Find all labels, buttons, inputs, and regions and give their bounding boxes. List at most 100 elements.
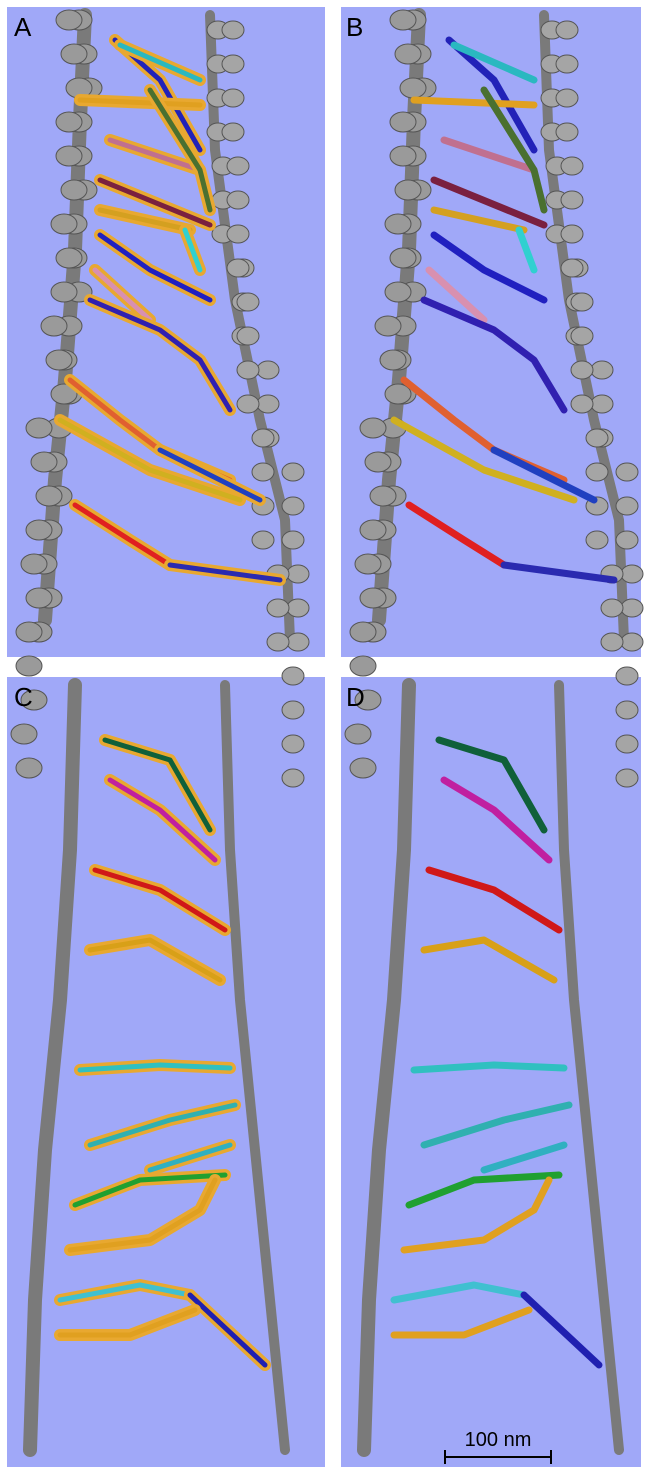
membrane-blob <box>281 666 305 686</box>
membrane-blob <box>600 598 624 618</box>
filament-model <box>445 36 538 154</box>
membrane-blob <box>256 394 280 414</box>
membrane-blob <box>590 394 614 414</box>
filament-model <box>410 1061 568 1074</box>
membrane-blob <box>394 179 422 201</box>
membrane-blob <box>560 258 584 278</box>
membrane-blob <box>384 281 412 303</box>
filament-model <box>405 1171 563 1209</box>
membrane-blob <box>281 700 305 720</box>
membrane-blob <box>620 632 644 652</box>
membrane <box>23 678 82 1457</box>
filament-model <box>400 1176 553 1254</box>
filament-model <box>430 176 548 229</box>
membrane-blob <box>286 598 310 618</box>
filament-model <box>67 1177 218 1253</box>
filament-model <box>92 267 153 323</box>
filament-model <box>515 226 538 274</box>
membrane-blob <box>251 428 275 448</box>
membrane-blob <box>55 9 83 31</box>
membrane-blob <box>55 145 83 167</box>
membrane-blob <box>60 179 88 201</box>
membrane-blob <box>615 734 639 754</box>
panel-label: A <box>14 12 32 42</box>
membrane-blob <box>585 462 609 482</box>
filament-model <box>410 96 538 109</box>
membrane-blob <box>555 54 579 74</box>
filament-model <box>57 1282 193 1303</box>
membrane-blob <box>570 326 594 346</box>
filament-model <box>490 446 598 504</box>
panel-label: B <box>346 12 363 42</box>
membrane-blob <box>226 224 250 244</box>
filament-model <box>440 136 538 174</box>
membrane-blob <box>620 598 644 618</box>
membrane-blob <box>30 451 58 473</box>
filament-model <box>97 232 213 303</box>
panel-label: C <box>14 682 33 712</box>
membrane-blob <box>55 247 83 269</box>
filament-model <box>405 501 508 569</box>
filament-model <box>72 1172 228 1208</box>
membrane-blob <box>394 43 422 65</box>
filament-model <box>390 416 578 504</box>
membrane-blob <box>25 519 53 541</box>
membrane-blob <box>45 349 73 371</box>
membrane-blob <box>615 462 639 482</box>
membrane-blob <box>555 20 579 40</box>
membrane-blob <box>281 462 305 482</box>
membrane-blob <box>359 587 387 609</box>
membrane-blob <box>590 360 614 380</box>
membrane-blob <box>226 258 250 278</box>
filament-model <box>77 97 203 108</box>
membrane-blob <box>236 394 260 414</box>
filament-model <box>107 137 203 173</box>
membrane-blob <box>15 621 43 643</box>
membrane-blob <box>364 451 392 473</box>
membrane-blob <box>25 587 53 609</box>
filament-model <box>420 1101 573 1149</box>
filament-model <box>97 207 193 233</box>
structures <box>10 8 644 1457</box>
filament-model <box>77 1062 233 1073</box>
membrane-blob <box>384 213 412 235</box>
membrane-blob <box>281 734 305 754</box>
membrane-blob <box>560 224 584 244</box>
filament-model <box>425 266 488 324</box>
membrane-blob <box>256 360 280 380</box>
membrane-blob <box>389 9 417 31</box>
membrane-blob <box>266 632 290 652</box>
membrane-blob <box>226 156 250 176</box>
membrane-blob <box>286 564 310 584</box>
membrane-blob <box>615 496 639 516</box>
filament-model <box>102 737 213 833</box>
membrane-blob <box>40 315 68 337</box>
membrane-blob <box>10 723 38 745</box>
filament-model <box>520 1291 603 1369</box>
membrane-blob <box>600 632 624 652</box>
membrane-blob <box>570 360 594 380</box>
membrane-blob <box>560 190 584 210</box>
filament-model <box>390 1281 528 1304</box>
membrane-blob <box>620 564 644 584</box>
panel-label: D <box>346 682 365 712</box>
membrane-blob <box>359 417 387 439</box>
membrane-blob <box>251 530 275 550</box>
membrane-blob <box>389 145 417 167</box>
membrane-blob <box>15 757 43 779</box>
membrane-blob <box>60 43 88 65</box>
membrane-blob <box>25 417 53 439</box>
filament-model <box>157 447 263 503</box>
membrane-blob <box>374 315 402 337</box>
filament-model <box>500 561 618 584</box>
membrane-blob <box>354 553 382 575</box>
membrane-blob <box>555 88 579 108</box>
membrane-blob <box>221 122 245 142</box>
membrane-blob <box>349 757 377 779</box>
filament-model <box>182 227 203 273</box>
membrane-blob <box>236 292 260 312</box>
filament-model <box>97 177 213 228</box>
filament-model <box>92 867 228 933</box>
filament-model <box>87 937 223 983</box>
filament-model <box>57 1307 198 1338</box>
